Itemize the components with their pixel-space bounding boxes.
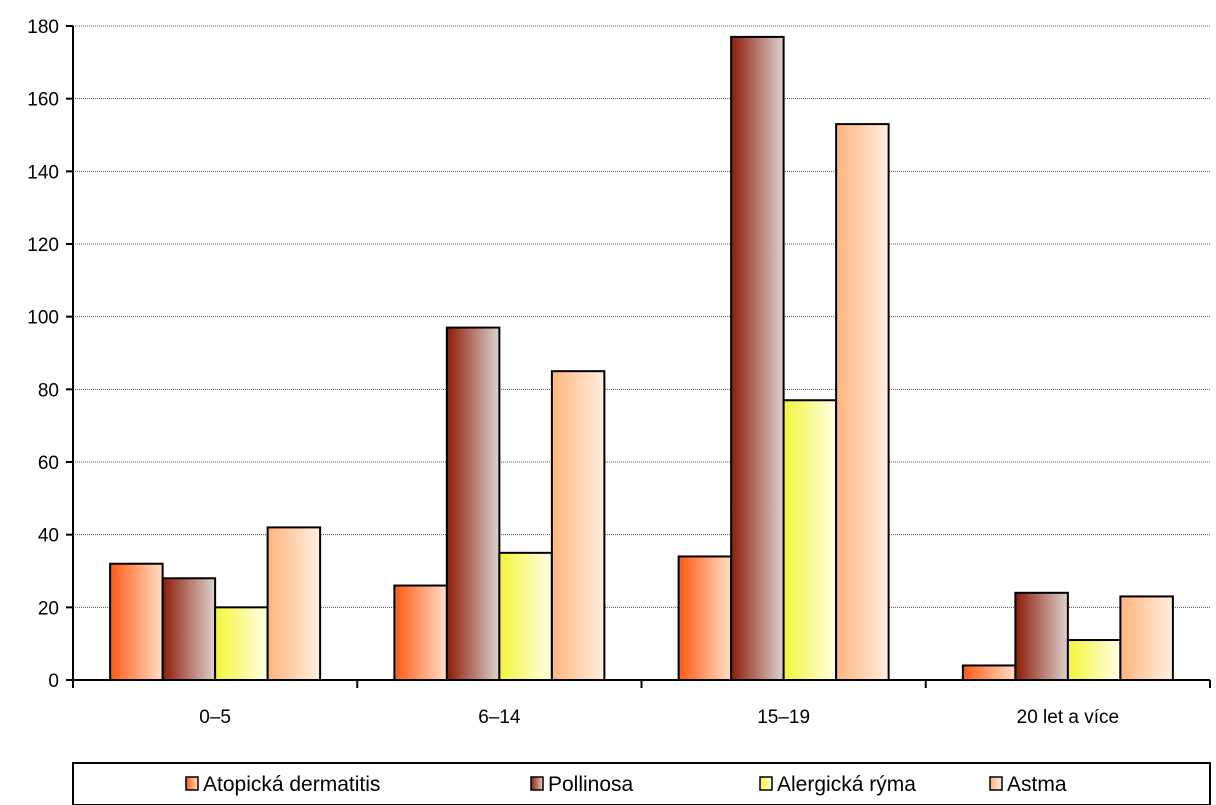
bar — [109, 562, 164, 682]
legend-label: Pollinosa — [548, 773, 634, 796]
x-tick-label: 6–14 — [478, 707, 521, 728]
legend-box — [72, 762, 1211, 805]
y-tick-label: 60 — [38, 453, 59, 474]
bar — [445, 326, 501, 681]
x-tick-label: 0–5 — [199, 707, 231, 728]
grid-lines — [73, 25, 1210, 608]
bar — [1014, 591, 1069, 681]
legend-label: Atopická dermatitis — [203, 773, 380, 796]
y-tick-label: 80 — [38, 380, 59, 401]
y-tick-label: 120 — [27, 235, 59, 256]
y-tick-label: 180 — [27, 17, 59, 38]
x-tick-label: 20 let a více — [1017, 707, 1119, 728]
bar — [161, 577, 217, 681]
bar — [730, 35, 785, 681]
legend: Atopická dermatitis Pollinosa Alergická rý… — [72, 762, 1211, 805]
y-tick-label: 140 — [27, 162, 59, 183]
bar — [214, 606, 269, 681]
legend-swatch — [185, 776, 199, 791]
bar — [266, 526, 322, 682]
bar — [835, 123, 890, 682]
bars — [109, 35, 1174, 682]
y-tick-labels: 0 20 40 60 80 100 120 140 160 180 — [27, 17, 59, 692]
bar — [498, 551, 553, 681]
bar — [393, 584, 448, 681]
axes — [66, 25, 1211, 688]
y-tick-label: 20 — [38, 598, 59, 619]
bar — [1119, 595, 1174, 682]
y-tick-label: 100 — [27, 308, 59, 329]
legend-swatch — [989, 776, 1003, 791]
y-tick-label: 40 — [38, 526, 59, 547]
legend-swatch — [759, 776, 773, 791]
y-tick-label: 160 — [27, 90, 59, 111]
legend-label: Alergická rýma — [777, 773, 916, 796]
bar — [782, 399, 838, 681]
legend-label: Astma — [1007, 773, 1067, 796]
y-tick-label: 0 — [48, 671, 59, 692]
bar — [1066, 639, 1122, 681]
x-tick-labels: 0–5 6–14 15–19 20 let a více — [199, 707, 1119, 728]
x-tick-label: 15–19 — [757, 707, 810, 728]
legend-swatch — [530, 776, 544, 791]
bar — [550, 370, 606, 681]
bar — [961, 664, 1017, 682]
bar — [677, 555, 733, 682]
